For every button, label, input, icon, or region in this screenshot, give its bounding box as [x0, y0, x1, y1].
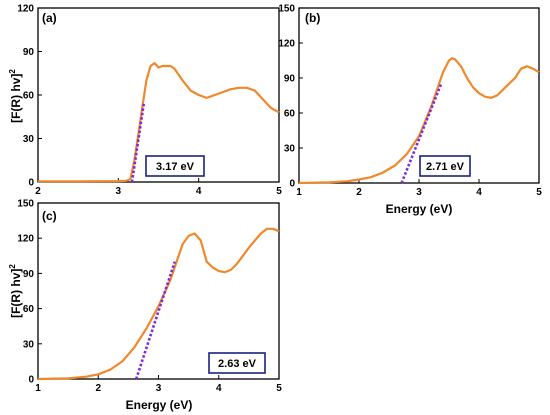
x-axis-label-b: Energy (eV)	[386, 202, 453, 216]
x-tick-label-a-1: 3	[116, 186, 122, 197]
y-tick-label-c-3: 90	[23, 269, 35, 280]
bandgap-box-b	[419, 155, 471, 177]
y-tick-label-c-5: 150	[17, 199, 34, 210]
x-axis-label-c: Energy (eV)	[126, 398, 193, 412]
bandgap-label-b: 2.71 eV	[426, 161, 465, 173]
y-axis-label-c-text: [F(R) hv]	[9, 269, 23, 318]
y-axis-label-c: [F(R) hv]2	[8, 264, 23, 318]
x-tick-label-a-2: 4	[196, 186, 202, 197]
y-tick-label-b-0: 0	[289, 179, 295, 190]
y-tick-label-b-2: 60	[284, 109, 296, 120]
panel-a-label: (a)	[42, 11, 57, 25]
y-tick-label-b-1: 30	[284, 144, 296, 155]
plot-frame-b	[298, 7, 540, 184]
spectrum-line-b	[298, 57, 540, 185]
bandgap-box-c	[208, 352, 266, 374]
tauc-fit-line-c	[134, 261, 177, 380]
x-tick-label-c-2: 3	[156, 383, 162, 394]
y-tick-label-c-2: 60	[23, 304, 35, 315]
y-tick-label-a-0: 0	[28, 178, 34, 189]
y-tick-label-c-0: 0	[28, 375, 34, 386]
spectrum-line-c	[37, 227, 280, 381]
bandgap-box-a	[145, 155, 205, 177]
y-tick-label-a-2: 60	[23, 91, 35, 102]
y-tick-label-b-3: 90	[284, 74, 296, 85]
y-axis-label-a-sup: 2	[8, 69, 17, 74]
panel-c-label: (c)	[42, 209, 57, 223]
bandgap-label-a: 3.17 eV	[156, 161, 195, 173]
x-tick-label-c-3: 4	[216, 383, 222, 394]
plot-area-c: 1 2 3 4 5 0 30 60 90 120 150 2.63 eV	[17, 199, 282, 395]
x-tick-label-b-2: 3	[416, 187, 422, 198]
y-axis-label-a: [F(R) hv]2	[8, 69, 23, 123]
x-tick-label-a-0: 2	[35, 186, 41, 197]
x-tick-label-b-4: 5	[536, 187, 542, 198]
x-tick-label-c-0: 1	[35, 383, 41, 394]
x-tick-label-c-1: 2	[95, 383, 101, 394]
x-tick-label-b-3: 4	[476, 187, 482, 198]
y-tick-label-b-5: 150	[278, 4, 295, 15]
x-tick-label-b-1: 2	[356, 187, 362, 198]
bandgap-label-c: 2.63 eV	[218, 358, 257, 370]
y-tick-label-a-3: 90	[23, 47, 35, 58]
x-tick-label-c-4: 5	[276, 383, 282, 394]
y-tick-label-c-4: 120	[17, 234, 34, 245]
y-axis-label-a-text: [F(R) hv]	[9, 74, 23, 123]
y-axis-label-c-sup: 2	[8, 264, 17, 269]
x-tick-label-a-3: 5	[276, 186, 282, 197]
y-tick-label-a-4: 120	[17, 4, 34, 15]
y-tick-label-a-1: 30	[23, 134, 35, 145]
panel-b-label: (b)	[305, 11, 320, 25]
y-tick-label-b-4: 120	[278, 39, 295, 50]
y-tick-label-c-1: 30	[23, 339, 35, 350]
x-tick-label-b-0: 1	[296, 187, 302, 198]
plot-area-a: 2 3 4 5 0 30 60 90 120 3.17 eV	[17, 4, 282, 198]
